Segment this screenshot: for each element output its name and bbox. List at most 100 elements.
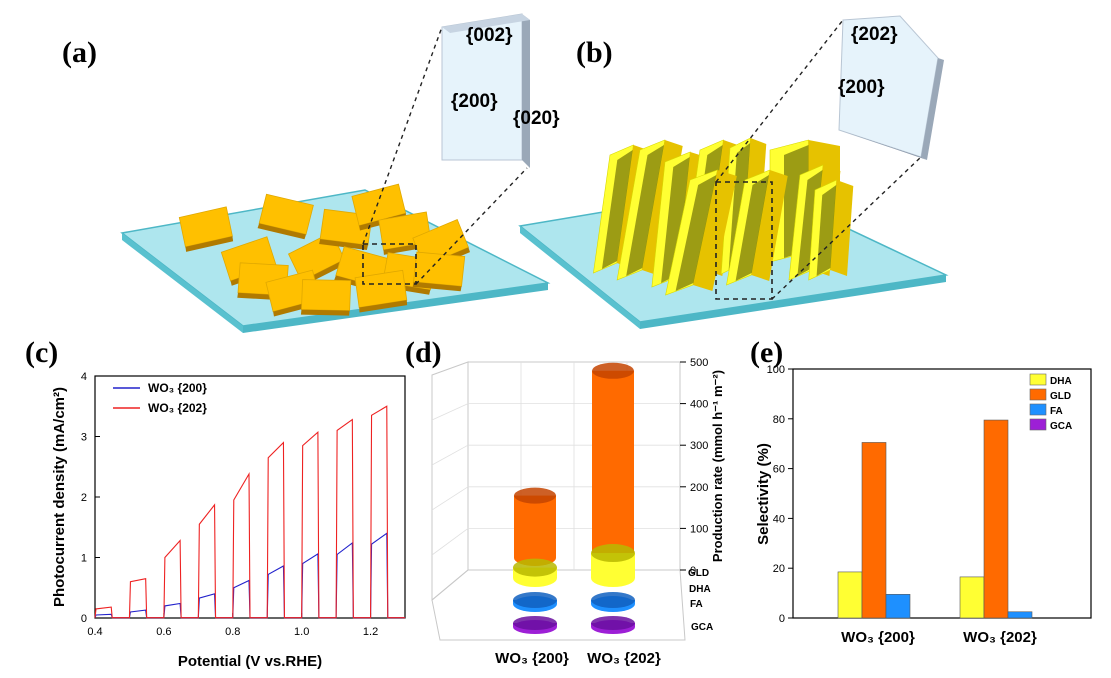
panel-label-d: (d) (405, 336, 442, 369)
legend-swatch-dha (1029, 373, 1047, 386)
flat-crystal (354, 269, 408, 313)
cylinder-fa-1 (591, 592, 635, 612)
substrate-side-a (122, 233, 243, 333)
zoom-line-a1 (362, 26, 443, 245)
flat-crystal (178, 206, 234, 252)
grid-floor (431, 569, 686, 641)
category-label-e-1: WO₃ {202} (963, 629, 1037, 646)
series-line-wo3-202 (94, 405, 405, 619)
legend-entry-fa: FA (1050, 406, 1063, 417)
substrate-side-b (520, 226, 640, 329)
category-labels-d: WO₃ {200} WO₃ {202} (495, 650, 661, 667)
flat-crystal (300, 279, 352, 316)
y-tick-label-c: 4 (81, 371, 87, 383)
panel-c: (c) 0.4 0.6 0.8 1.0 1.2 0 1 2 3 4 WO₃ {200} WO₃ {… (25, 336, 406, 670)
legend-entry-dha: DHA (1050, 376, 1072, 387)
bar-gld-0 (861, 442, 887, 619)
bar-fa-1 (1007, 611, 1033, 619)
z-tick-label-d: 400 (690, 399, 708, 411)
cylinder-dha-1 (591, 544, 635, 587)
depth-label-dha: DHA (689, 584, 711, 595)
3d-grid-d (431, 361, 686, 641)
plot-frame-e (792, 368, 1092, 619)
panel-e: (e) 0 20 40 60 80 100 DHA GLD FA GCA Selectivity… (750, 336, 1092, 646)
vertical-crystal (808, 179, 854, 281)
panel-b: (b) {202} {200} (518, 15, 949, 329)
series-line-wo3-200 (94, 532, 405, 619)
y-tick-label-e: 80 (773, 414, 785, 426)
facet-side-a (522, 14, 530, 168)
zoom-box-a (362, 243, 417, 285)
facet-side-b (921, 58, 944, 160)
vertical-crystals-group (593, 137, 854, 296)
facet-label-002: {002} (466, 25, 513, 46)
cylinder-gld-0 (514, 487, 556, 566)
cylinder-gca-0 (513, 616, 557, 634)
flat-crystal (412, 251, 466, 292)
y-tick-label-e: 20 (773, 563, 785, 575)
y-axis-title-c: Photocurrent density (mA/cm²) (51, 387, 68, 607)
y-tick-label-e: 100 (767, 364, 785, 376)
vertical-crystal (665, 169, 737, 296)
panel-label-b: (b) (576, 36, 613, 69)
y-tick-label-c: 1 (81, 553, 87, 565)
bar-fa-0 (885, 594, 911, 619)
depth-labels-d: GLD DHA FA GCA (688, 568, 713, 633)
legend-entry-202: WO₃ {202} (148, 401, 207, 415)
series-lines-c (94, 405, 405, 619)
facet-label-200-a: {200} (451, 91, 498, 112)
y-tick-label-c: 3 (81, 432, 87, 444)
cylinders-d (513, 362, 635, 634)
facet-label-020: {020} (513, 108, 560, 129)
vertical-crystal (726, 169, 788, 286)
x-axis-title-c: Potential (V vs.RHE) (178, 653, 322, 670)
z-axis-ticks-d: 0 100 200 300 400 500 (680, 357, 708, 577)
cylinder-dha-0 (513, 558, 557, 587)
y-tick-label-e: 60 (773, 464, 785, 476)
z-tick-label-d: 0 (690, 565, 696, 577)
zoom-box-b (715, 181, 773, 300)
bar-dha-0 (837, 571, 863, 619)
facet-top-a (442, 14, 530, 33)
grid-line (431, 528, 469, 556)
bar-dha-1 (959, 576, 985, 619)
substrate-edge-b (640, 275, 946, 329)
grid-left-wall (431, 361, 469, 602)
bars-e (837, 419, 1033, 619)
flat-crystal (257, 193, 314, 240)
legend-swatch-gld (1029, 388, 1047, 401)
substrate-edge-a (243, 283, 548, 333)
grid-line (431, 486, 469, 511)
cylinder-gca-1 (591, 616, 635, 634)
panel-label-e: (e) (750, 336, 783, 369)
panel-a: (a) {002} {200} {020} (62, 13, 560, 333)
z-tick-label-d: 300 (690, 440, 708, 452)
x-tick-label-c: 0.4 (87, 626, 102, 638)
category-label-e-0: WO₃ {200} (841, 629, 915, 646)
facet-label-200-b: {200} (838, 77, 885, 98)
cylinder-fa-0 (513, 592, 557, 612)
y-tick-label-c: 0 (81, 613, 87, 625)
bar-gld-1 (983, 419, 1009, 619)
depth-label-gld: GLD (688, 568, 709, 579)
zoom-line-b1 (715, 19, 844, 183)
legend-entry-gca: GCA (1050, 421, 1072, 432)
panel-label-a: (a) (62, 36, 97, 69)
zoom-line-a2 (415, 167, 528, 285)
legend-entry-200: WO₃ {200} (148, 381, 207, 395)
y-tick-label-e: 0 (779, 613, 785, 625)
legend-c: WO₃ {200} WO₃ {202} (113, 381, 207, 415)
x-tick-label-c: 1.2 (363, 626, 378, 638)
flat-crystals-group (178, 183, 470, 317)
zoom-line-b2 (771, 156, 922, 300)
z-axis-title-d: Production rate (mmol h⁻¹ m⁻²) (710, 370, 725, 562)
x-tick-label-c: 0.6 (156, 626, 171, 638)
depth-label-fa: FA (690, 599, 703, 610)
legend-swatch-gca (1029, 418, 1047, 431)
cylinder-gld-1 (592, 362, 634, 566)
legend-entry-gld: GLD (1050, 391, 1071, 402)
grid-line (431, 444, 469, 466)
panel-label-c: (c) (25, 336, 58, 369)
category-label-d-1: WO₃ {202} (587, 650, 661, 667)
